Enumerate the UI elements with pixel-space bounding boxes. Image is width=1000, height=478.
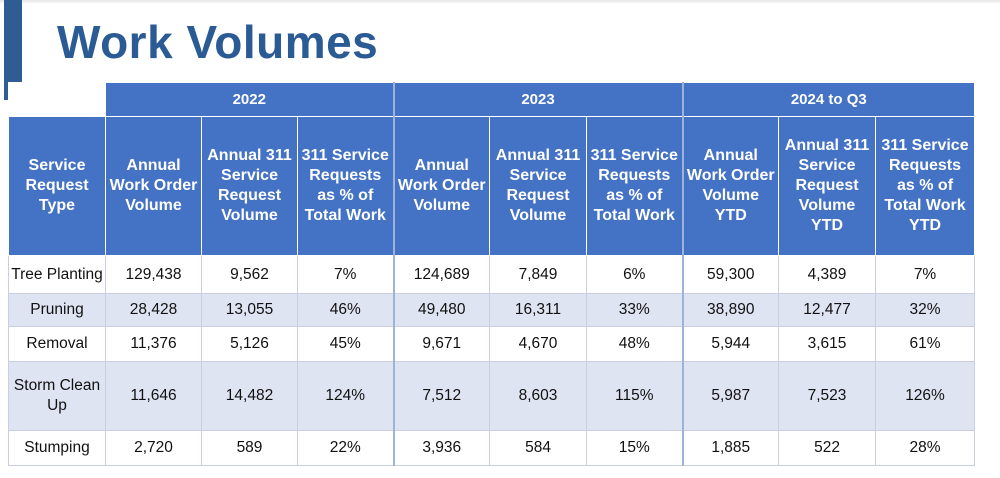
table-cell: 15%	[586, 430, 684, 466]
column-header: Annual 311 Service Request Volume	[201, 116, 298, 256]
table-cell: 1,885	[681, 430, 780, 466]
work-volumes-table: 2022 2023 2024 to Q3 Service Request Typ…	[8, 82, 976, 466]
table-cell: 5,944	[681, 326, 780, 362]
table-cell: 522	[778, 430, 877, 466]
column-header: 311 Service Requests as % of Total Work	[296, 116, 395, 256]
table-cell: 9,671	[392, 326, 491, 362]
table-cell: 4,670	[489, 326, 588, 362]
table-cell: 46%	[296, 293, 395, 327]
header-blank-cell	[8, 82, 106, 117]
table-cell: 7,849	[489, 255, 588, 294]
table-cell: 6%	[586, 255, 684, 294]
row-type-cell: Removal	[8, 326, 106, 362]
table-cell: 13,055	[201, 293, 298, 327]
year-header-2024: 2024 to Q3	[681, 82, 976, 117]
page-title: Work Volumes	[57, 16, 379, 68]
table-cell: 7%	[296, 255, 395, 294]
table-cell: 3,615	[778, 326, 877, 362]
table-cell: 16,311	[489, 293, 588, 327]
column-header: Annual Work Order Volume	[392, 116, 491, 256]
table-row: Stumping 2,720 589 22% 3,936 584 15% 1,8…	[8, 430, 976, 466]
table-cell: 14,482	[201, 361, 298, 431]
column-header: Annual 311 Service Request Volume	[489, 116, 588, 256]
row-type-cell: Tree Planting	[8, 255, 106, 294]
table-cell: 59,300	[681, 255, 780, 294]
table-cell: 124%	[296, 361, 395, 431]
table-row: Pruning 28,428 13,055 46% 49,480 16,311 …	[8, 293, 976, 327]
accent-bar	[4, 0, 22, 100]
table-cell: 28,428	[105, 293, 202, 327]
row-type-cell: Storm Clean Up	[8, 361, 106, 431]
table-cell: 8,603	[489, 361, 588, 431]
table-row: Tree Planting 129,438 9,562 7% 124,689 7…	[8, 255, 976, 294]
table-cell: 124,689	[392, 255, 491, 294]
table-cell: 28%	[875, 430, 976, 466]
year-header-row: 2022 2023 2024 to Q3	[8, 82, 976, 117]
table-cell: 4,389	[778, 255, 877, 294]
table-cell: 7%	[875, 255, 976, 294]
table-row: Removal 11,376 5,126 45% 9,671 4,670 48%…	[8, 326, 976, 362]
table-cell: 22%	[296, 430, 395, 466]
table-cell: 2,720	[105, 430, 202, 466]
year-header-2022: 2022	[104, 82, 395, 117]
table-cell: 5,126	[201, 326, 298, 362]
table-row: Storm Clean Up 11,646 14,482 124% 7,512 …	[8, 361, 976, 431]
table-cell: 12,477	[778, 293, 877, 327]
column-header: 311 Service Requests as % of Total Work …	[875, 116, 976, 256]
column-header: Annual Work Order Volume YTD	[681, 116, 780, 256]
year-header-2023: 2023	[392, 82, 684, 117]
table-cell: 3,936	[392, 430, 491, 466]
column-header-row: Service Request Type Annual Work Order V…	[8, 116, 976, 256]
table-cell: 7,512	[392, 361, 491, 431]
table-cell: 48%	[586, 326, 684, 362]
table-cell: 49,480	[392, 293, 491, 327]
table-cell: 9,562	[201, 255, 298, 294]
table-cell: 129,438	[105, 255, 202, 294]
table-cell: 126%	[875, 361, 976, 431]
row-type-cell: Stumping	[8, 430, 106, 466]
table-cell: 589	[201, 430, 298, 466]
table-cell: 584	[489, 430, 588, 466]
top-rule	[0, 0, 1000, 3]
table-cell: 7,523	[778, 361, 877, 431]
column-header: 311 Service Requests as % of Total Work	[586, 116, 684, 256]
column-header-type: Service Request Type	[8, 116, 106, 256]
table-cell: 32%	[875, 293, 976, 327]
table-cell: 61%	[875, 326, 976, 362]
column-header: Annual Work Order Volume	[105, 116, 202, 256]
table-cell: 11,376	[105, 326, 202, 362]
column-header: Annual 311 Service Request Volume YTD	[778, 116, 877, 256]
table-cell: 115%	[586, 361, 684, 431]
table-cell: 5,987	[681, 361, 780, 431]
table-cell: 11,646	[105, 361, 202, 431]
table-cell: 45%	[296, 326, 395, 362]
row-type-cell: Pruning	[8, 293, 106, 327]
table-cell: 33%	[586, 293, 684, 327]
table-cell: 38,890	[681, 293, 780, 327]
